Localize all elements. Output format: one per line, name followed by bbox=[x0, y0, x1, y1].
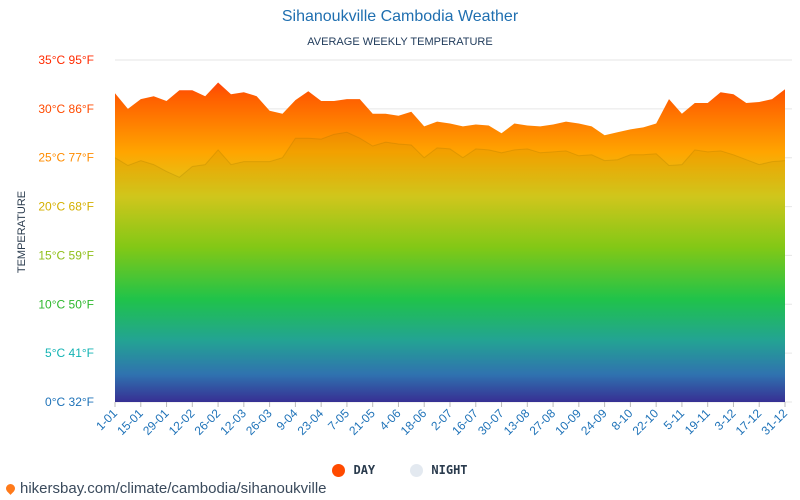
x-tick-label: 21-05 bbox=[346, 406, 378, 438]
x-tick-label: 16-07 bbox=[449, 406, 481, 438]
day-temperature-area bbox=[115, 82, 785, 402]
chart-subtitle: AVERAGE WEEKLY TEMPERATURE bbox=[307, 36, 493, 48]
y-tick-label: 10°C 50°F bbox=[38, 297, 94, 311]
x-tick-label: 30-07 bbox=[475, 406, 507, 438]
source-link[interactable]: hikersbay.com/climate/cambodia/sihanoukv… bbox=[4, 480, 327, 497]
map-pin-icon bbox=[4, 482, 17, 495]
chart-legend: DAY NIGHT bbox=[0, 463, 800, 480]
x-tick-label: 24-09 bbox=[578, 406, 610, 438]
y-axis-label: TEMPERATURE bbox=[16, 191, 28, 273]
y-tick-label: 35°C 95°F bbox=[38, 53, 94, 67]
legend-item-day[interactable]: DAY bbox=[332, 463, 375, 477]
x-tick-label: 29-01 bbox=[140, 406, 172, 438]
y-axis-ticks: 0°C 32°F 5°C 41°F 10°C 50°F 15°C 59°F 20°C 6… bbox=[38, 53, 94, 409]
y-tick-label: 15°C 59°F bbox=[38, 248, 94, 262]
x-tick-label: 22-10 bbox=[630, 406, 662, 438]
y-tick-label: 25°C 77°F bbox=[38, 151, 94, 165]
x-tick-label: 15-01 bbox=[114, 406, 146, 438]
y-tick-label: 20°C 68°F bbox=[38, 200, 94, 214]
x-tick-label: 27-08 bbox=[527, 406, 559, 438]
x-tick-label: 19-11 bbox=[682, 406, 713, 437]
x-axis-ticks: 1-0115-0129-0112-0226-0212-0326-039-0423… bbox=[93, 402, 790, 438]
night-legend-marker bbox=[410, 463, 424, 477]
y-tick-label: 30°C 86°F bbox=[38, 102, 94, 116]
y-tick-label: 5°C 41°F bbox=[45, 346, 94, 360]
legend-label-day: DAY bbox=[353, 463, 376, 477]
x-tick-label: 13-08 bbox=[501, 406, 533, 438]
source-text: hikersbay.com/climate/cambodia/sihanoukv… bbox=[20, 480, 327, 497]
x-tick-label: 12-02 bbox=[166, 406, 198, 438]
legend-item-night[interactable]: NIGHT bbox=[410, 463, 468, 477]
x-tick-label: 31-12 bbox=[759, 406, 791, 438]
x-tick-label: 17-12 bbox=[733, 406, 765, 438]
x-tick-label: 18-06 bbox=[398, 406, 430, 438]
x-tick-label: 10-09 bbox=[552, 406, 584, 438]
y-tick-label: 0°C 32°F bbox=[45, 395, 94, 409]
chart-title: Sihanoukville Cambodia Weather bbox=[281, 8, 519, 25]
legend-label-night: NIGHT bbox=[431, 463, 468, 477]
x-tick-label: 26-03 bbox=[243, 406, 275, 438]
x-tick-label: 23-04 bbox=[295, 406, 327, 438]
x-tick-label: 26-02 bbox=[192, 406, 224, 438]
night-temperature-line bbox=[114, 131, 786, 178]
night-temperature-area bbox=[115, 132, 785, 403]
x-tick-label: 12-03 bbox=[217, 406, 249, 438]
day-legend-marker bbox=[332, 463, 346, 477]
